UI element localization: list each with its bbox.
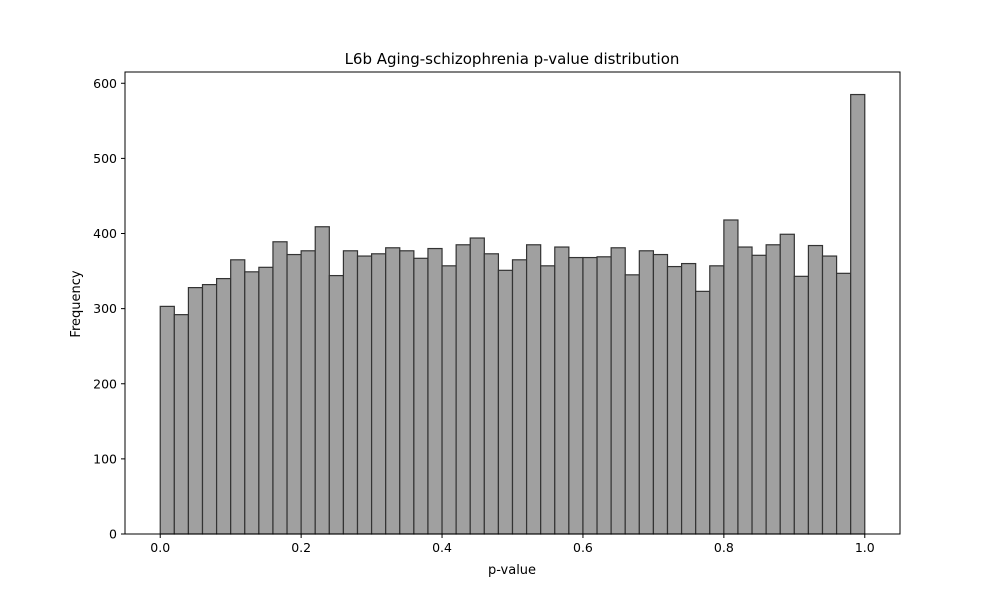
- x-axis-label: p-value: [488, 563, 536, 578]
- bar-group: [159, 93, 866, 535]
- histogram-bar: [342, 250, 359, 535]
- histogram-bar: [821, 255, 838, 535]
- x-tick-label: 0.2: [291, 540, 311, 555]
- x-tick-label: 0.8: [714, 540, 734, 555]
- histogram-bar: [554, 246, 570, 535]
- y-axis: 0 100 200 300 400 500 600: [93, 76, 125, 542]
- histogram-bar: [737, 246, 753, 535]
- x-axis: 0.0 0.2 0.4 0.6 0.8 1.0: [150, 534, 875, 555]
- histogram-bar: [483, 253, 500, 535]
- histogram-bar: [215, 277, 232, 535]
- histogram-bar: [596, 256, 612, 535]
- histogram-bar: [723, 219, 739, 535]
- histogram-bar: [370, 253, 387, 535]
- histogram-bar: [497, 269, 514, 535]
- x-tick-label: 1.0: [855, 540, 875, 555]
- histogram-bar: [272, 241, 288, 535]
- histogram-bar: [328, 274, 345, 535]
- y-tick-label: 400: [93, 226, 117, 241]
- histogram-bar: [413, 257, 429, 535]
- histogram-bar: [258, 266, 274, 535]
- histogram-bar: [638, 250, 655, 535]
- histogram-bar: [469, 237, 485, 535]
- histogram-bar: [187, 287, 204, 535]
- histogram-bar: [695, 290, 711, 535]
- histogram-bar: [807, 244, 824, 535]
- histogram-bar: [652, 253, 669, 535]
- x-tick-label: 0.4: [432, 540, 452, 555]
- histogram-bar: [835, 272, 852, 535]
- histogram-bar: [709, 265, 725, 535]
- histogram-bar: [624, 274, 640, 535]
- y-tick-label: 100: [93, 451, 117, 466]
- y-tick-label: 600: [93, 76, 117, 91]
- histogram-bar: [511, 259, 528, 535]
- histogram-bar: [850, 93, 866, 535]
- histogram-bar: [356, 255, 373, 535]
- histogram-bar: [779, 233, 795, 535]
- histogram-bar: [300, 250, 316, 535]
- y-tick-label: 0: [109, 527, 117, 542]
- histogram-bar: [427, 247, 443, 535]
- histogram-bar: [525, 244, 542, 535]
- x-tick-label: 0.0: [150, 540, 170, 555]
- histogram-bar: [610, 247, 626, 535]
- y-axis-label: Frequency: [69, 270, 84, 337]
- histogram-bar: [159, 305, 175, 535]
- histogram-bar: [441, 265, 457, 535]
- histogram-bar: [455, 244, 471, 535]
- histogram-bar: [314, 226, 330, 535]
- histogram-bar: [385, 247, 401, 535]
- histogram-bar: [582, 256, 598, 535]
- y-tick-label: 300: [93, 301, 117, 316]
- histogram-bar: [568, 256, 584, 535]
- plot-frame: [124, 71, 901, 535]
- histogram-bar: [244, 271, 260, 535]
- histogram-bar: [666, 265, 683, 535]
- histogram-bar: [230, 259, 246, 535]
- chart-title: L6b Aging-schizophrenia p-value distribu…: [345, 50, 680, 68]
- y-tick-label: 200: [93, 376, 117, 391]
- y-tick-label: 500: [93, 151, 117, 166]
- histogram-bar: [751, 254, 767, 535]
- histogram-bar: [399, 250, 415, 535]
- histogram-bar: [765, 244, 781, 535]
- histogram-bar: [173, 314, 190, 535]
- histogram-bar: [793, 275, 810, 535]
- histogram-bar: [286, 253, 302, 535]
- histogram-bar: [201, 283, 218, 535]
- histogram-bar: [540, 265, 556, 535]
- x-tick-label: 0.6: [573, 540, 593, 555]
- histogram-bar: [680, 262, 697, 535]
